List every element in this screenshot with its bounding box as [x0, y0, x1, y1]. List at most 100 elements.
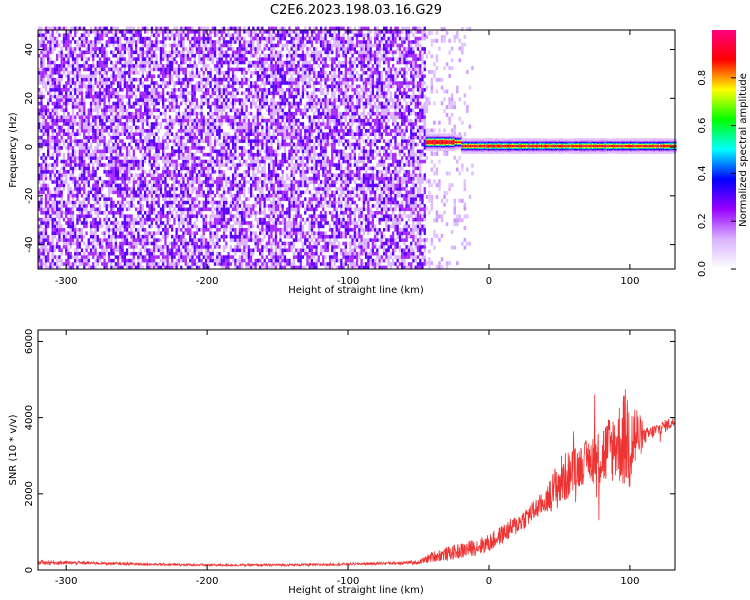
- heatmap-cell: [58, 50, 61, 55]
- heatmap-cell: [250, 255, 253, 259]
- heatmap-cell: [128, 149, 131, 154]
- heatmap-cell: [146, 251, 149, 256]
- heatmap-cell: [189, 211, 192, 215]
- heatmap-cell: [40, 91, 43, 96]
- heatmap-cell: [144, 180, 147, 184]
- heatmap-cell: [107, 146, 111, 150]
- heatmap-cell: [211, 251, 214, 256]
- heatmap-cell: [47, 98, 50, 102]
- heatmap-cell: [155, 187, 158, 191]
- heatmap-cell: [144, 91, 147, 96]
- heatmap-cell: [157, 122, 160, 126]
- heatmap-cell: [198, 74, 201, 78]
- heatmap-cell: [216, 40, 219, 44]
- heatmap-cell: [218, 30, 221, 34]
- heatmap-cell: [153, 43, 156, 48]
- heatmap-cell: [186, 135, 190, 140]
- heatmap-cell: [125, 187, 129, 191]
- heatmap-cell: [148, 111, 151, 116]
- heatmap-cell: [139, 248, 142, 253]
- heatmap-cell: [200, 241, 203, 246]
- heatmap-cell: [53, 88, 57, 92]
- heatmap-cell: [110, 176, 113, 181]
- heatmap-cell: [62, 231, 66, 235]
- heatmap-cell: [193, 166, 196, 171]
- heatmap-cell: [112, 166, 115, 171]
- heatmap-cell: [42, 228, 45, 232]
- heatmap-cell: [173, 197, 176, 201]
- heatmap-cell: [216, 163, 219, 167]
- heatmap-cell: [204, 91, 208, 96]
- heatmap-cell: [65, 251, 68, 256]
- heatmap-cell: [58, 221, 61, 225]
- heatmap-cell: [202, 234, 205, 239]
- heatmap-cell: [89, 71, 93, 75]
- heatmap-cell: [213, 149, 217, 154]
- heatmap-cell: [74, 135, 77, 140]
- heatmap-cell: [74, 81, 77, 85]
- heatmap-cell: [74, 101, 77, 106]
- heatmap-cell: [182, 211, 185, 215]
- heatmap-cell: [173, 180, 176, 184]
- heatmap-cell: [56, 30, 59, 34]
- heatmap-cell: [101, 111, 104, 116]
- heatmap-cell: [116, 50, 120, 55]
- heatmap-cell: [87, 50, 90, 55]
- heatmap-cell: [132, 135, 135, 140]
- heatmap-cell: [148, 47, 151, 51]
- heatmap-cell: [238, 84, 241, 89]
- heatmap-cell: [184, 258, 187, 263]
- heatmap-cell: [98, 224, 102, 229]
- heatmap-cell: [184, 156, 187, 160]
- heatmap-cell: [132, 176, 135, 181]
- heatmap-cell: [168, 64, 172, 68]
- heatmap-cell: [132, 197, 135, 201]
- heatmap-cell: [148, 60, 151, 65]
- heatmap-cell: [254, 142, 257, 147]
- heatmap-cell: [132, 36, 135, 41]
- heatmap-cell: [204, 217, 208, 222]
- heatmap-cell: [162, 53, 165, 58]
- heatmap-cell: [116, 36, 120, 41]
- heatmap-cell: [128, 170, 131, 174]
- heatmap-cell: [119, 50, 122, 55]
- heatmap-cell: [96, 234, 99, 239]
- heatmap-cell: [128, 193, 131, 198]
- heatmap-cell: [96, 156, 99, 160]
- heatmap-cell: [173, 67, 176, 72]
- heatmap-cell: [135, 57, 138, 61]
- heatmap-cell: [123, 142, 126, 147]
- heatmap-cell: [74, 248, 77, 253]
- heatmap-cell: [166, 146, 169, 150]
- heatmap-cell: [175, 251, 178, 256]
- heatmap-cell: [166, 132, 169, 136]
- heatmap-cell: [107, 139, 111, 143]
- heatmap-cell: [98, 81, 102, 85]
- heatmap-cell: [78, 190, 81, 195]
- heatmap-cell: [69, 265, 72, 270]
- heatmap-cell: [98, 26, 102, 31]
- heatmap-cell: [254, 115, 257, 119]
- heatmap-cell: [171, 228, 174, 232]
- heatmap-cell: [256, 84, 259, 89]
- heatmap-cell: [56, 152, 59, 157]
- heatmap-cell: [252, 94, 255, 99]
- heatmap-cell: [153, 135, 156, 140]
- heatmap-cell: [171, 211, 174, 215]
- heatmap-cell: [121, 43, 124, 48]
- heatmap-cell: [58, 53, 61, 58]
- heatmap-cell: [222, 115, 226, 119]
- heatmap-cell: [47, 187, 50, 191]
- heatmap-cell: [87, 241, 90, 246]
- heatmap-cell: [171, 187, 174, 191]
- heatmap-cell: [62, 67, 66, 72]
- heatmap-cell: [166, 204, 169, 208]
- heatmap-cell: [38, 190, 41, 195]
- heatmap-cell: [234, 170, 237, 174]
- heatmap-cell: [107, 190, 111, 195]
- heatmap-cell: [173, 149, 176, 154]
- heatmap-cell: [184, 190, 187, 195]
- heatmap-cell: [128, 200, 131, 205]
- heatmap-cell: [186, 207, 190, 212]
- heatmap-cell: [130, 94, 133, 99]
